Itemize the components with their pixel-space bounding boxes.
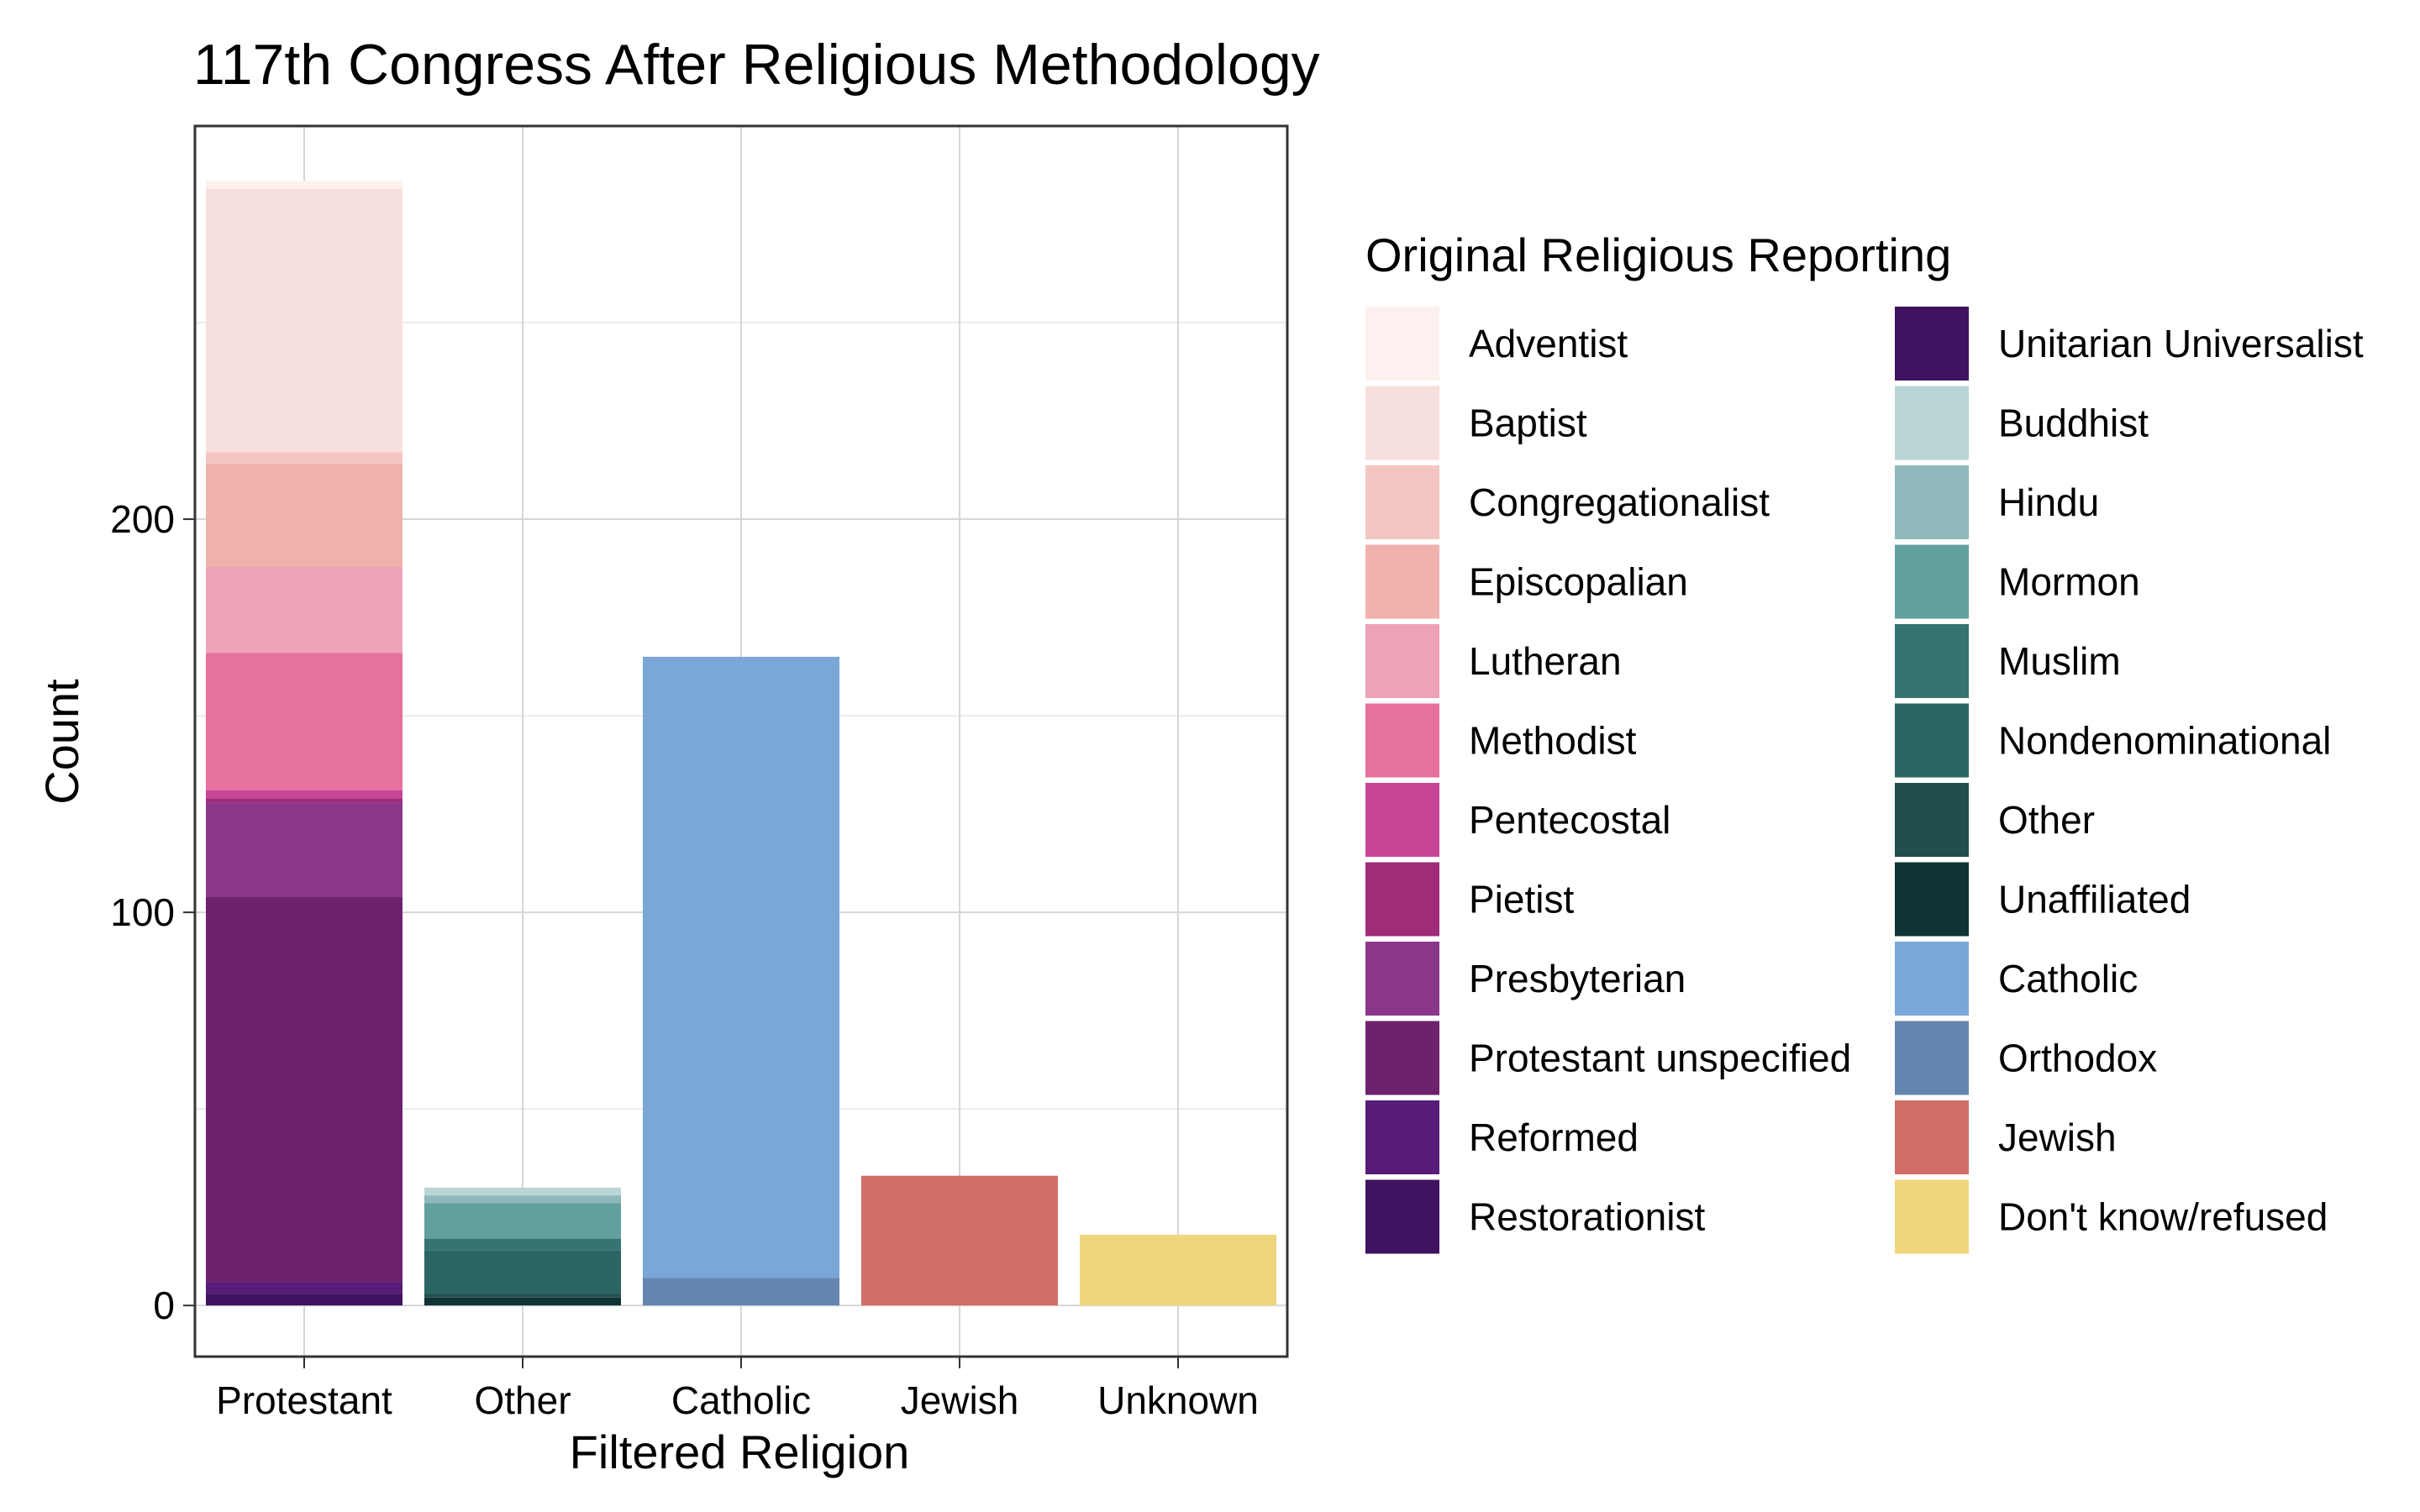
legend-label-pietist: Pietist bbox=[1469, 878, 1574, 921]
bar-segment-lutheran bbox=[206, 566, 402, 654]
legend-label-don-t-know-refused: Don't know/refused bbox=[1998, 1195, 2328, 1239]
legend-key-congregationalist bbox=[1365, 465, 1439, 539]
legend-key-reformed bbox=[1365, 1100, 1439, 1174]
legend-label-orthodox: Orthodox bbox=[1998, 1037, 2157, 1080]
legend-key-muslim bbox=[1895, 624, 1969, 698]
bar-segment-pentecostal bbox=[206, 790, 402, 799]
legend-label-congregationalist: Congregationalist bbox=[1469, 480, 1770, 524]
legend-label-nondenominational: Nondenominational bbox=[1998, 719, 2331, 763]
x-tick-label: Other bbox=[474, 1378, 571, 1422]
legend-key-unitarian-universalist bbox=[1895, 307, 1969, 381]
bar-segment-orthodox bbox=[643, 1278, 839, 1306]
legend-label-episcopalian: Episcopalian bbox=[1469, 560, 1688, 604]
bar-segment-muslim bbox=[424, 1238, 621, 1251]
x-tick-label: Jewish bbox=[901, 1378, 1019, 1422]
legend-label-mormon: Mormon bbox=[1998, 560, 2140, 604]
legend-key-jewish bbox=[1895, 1100, 1969, 1174]
legend-key-episcopalian bbox=[1365, 544, 1439, 619]
y-tick-label: 200 bbox=[110, 497, 175, 541]
legend-key-buddhist bbox=[1895, 386, 1969, 460]
bar-segment-pietist bbox=[206, 798, 402, 803]
bar-segment-restorationist bbox=[206, 1294, 402, 1306]
bar-segment-unaffiliated bbox=[424, 1297, 621, 1306]
bar-segment-other bbox=[424, 1294, 621, 1298]
bar-segment-jewish bbox=[861, 1175, 1058, 1306]
legend-key-pentecostal bbox=[1365, 783, 1439, 857]
legend-label-protestant-unspecified: Protestant unspecified bbox=[1469, 1037, 1851, 1080]
legend-key-nondenominational bbox=[1895, 703, 1969, 778]
legend-label-jewish: Jewish bbox=[1998, 1116, 2117, 1159]
y-tick-label: 100 bbox=[110, 890, 175, 934]
legend-key-orthodox bbox=[1895, 1021, 1969, 1095]
panel-border bbox=[193, 124, 1289, 1358]
legend-key-presbyterian bbox=[1365, 942, 1439, 1016]
legend-label-adventist: Adventist bbox=[1469, 322, 1628, 365]
legend-key-unaffiliated bbox=[1895, 862, 1969, 937]
legend-label-pentecostal: Pentecostal bbox=[1469, 798, 1670, 842]
legend-key-restorationist bbox=[1365, 1179, 1439, 1254]
legend-label-catholic: Catholic bbox=[1998, 957, 2138, 1000]
bar-segment-baptist bbox=[206, 188, 402, 453]
bar-segment-methodist bbox=[206, 653, 402, 791]
legend-key-methodist bbox=[1365, 703, 1439, 778]
legend-title: Original Religious Reporting bbox=[1365, 228, 1951, 281]
legend-key-baptist bbox=[1365, 386, 1439, 460]
legend-key-other bbox=[1895, 783, 1969, 857]
legend-key-adventist bbox=[1365, 307, 1439, 381]
bar-segment-mormon bbox=[424, 1203, 621, 1239]
legend-label-reformed: Reformed bbox=[1469, 1116, 1639, 1159]
legend-key-mormon bbox=[1895, 544, 1969, 619]
legend-label-unitarian-universalist: Unitarian Universalist bbox=[1998, 322, 2364, 365]
chart-title: 117th Congress After Religious Methodolo… bbox=[193, 33, 1320, 97]
legend-key-pietist bbox=[1365, 862, 1439, 937]
x-axis-title: Filtered Religion bbox=[570, 1425, 910, 1478]
legend-label-baptist: Baptist bbox=[1469, 402, 1587, 445]
bar-segment-reformed bbox=[206, 1282, 402, 1294]
legend-key-lutheran bbox=[1365, 624, 1439, 698]
legend-label-other: Other bbox=[1998, 798, 2095, 842]
legend-label-unaffiliated: Unaffiliated bbox=[1998, 878, 2191, 921]
plot-area: 0 100 200 Protestant Other Catholic Jewish Unkn… bbox=[110, 124, 1289, 1422]
y-axis-title: Count bbox=[35, 679, 88, 805]
y-tick-label: 0 bbox=[153, 1284, 175, 1327]
legend: Adventist Baptist Congregationalist Episcop… bbox=[1365, 307, 2364, 1254]
legend-label-muslim: Muslim bbox=[1998, 639, 2121, 683]
x-tick-label: Unknown bbox=[1097, 1378, 1259, 1422]
legend-key-catholic bbox=[1895, 942, 1969, 1016]
bar-segment-hindu bbox=[424, 1195, 621, 1204]
bar-segment-buddhist bbox=[424, 1187, 621, 1196]
bar-segment-protestant-unspecified bbox=[206, 896, 402, 1283]
bar-segment-congregationalist bbox=[206, 452, 402, 465]
bar-segment-presbyterian bbox=[206, 802, 402, 897]
legend-label-hindu: Hindu bbox=[1998, 480, 2099, 524]
x-tick-label: Protestant bbox=[216, 1378, 392, 1422]
legend-label-buddhist: Buddhist bbox=[1998, 402, 2149, 445]
legend-label-methodist: Methodist bbox=[1469, 719, 1637, 763]
legend-label-lutheran: Lutheran bbox=[1469, 639, 1622, 683]
legend-label-restorationist: Restorationist bbox=[1469, 1195, 1705, 1239]
bar-segment-catholic bbox=[643, 656, 839, 1278]
bar-segment-nondenominational bbox=[424, 1250, 621, 1294]
bar-segment-don-t-know-refused bbox=[1080, 1234, 1276, 1306]
bar-segment-adventist bbox=[206, 181, 402, 189]
x-tick-label: Catholic bbox=[671, 1378, 811, 1422]
legend-key-don-t-know-refused bbox=[1895, 1179, 1969, 1254]
legend-label-presbyterian: Presbyterian bbox=[1469, 957, 1686, 1000]
bar-segment-episcopalian bbox=[206, 464, 402, 567]
legend-key-hindu bbox=[1895, 465, 1969, 539]
legend-key-protestant-unspecified bbox=[1365, 1021, 1439, 1095]
